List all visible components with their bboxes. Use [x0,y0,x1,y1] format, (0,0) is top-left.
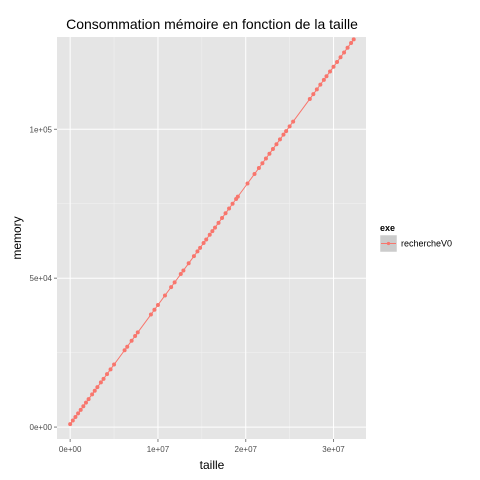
plot-area: 0e+00 1e+07 2e+07 3e+07 0e+00 5e+04 1e+05 [30,37,366,454]
data-point [152,307,157,312]
data-point [207,232,212,237]
data-point [112,362,117,367]
data-point [135,330,140,335]
data-point [191,254,196,259]
data-point [204,237,209,242]
data-point [201,241,206,246]
chart-title: Consommation mémoire en fonction de la t… [66,16,358,32]
data-point [76,411,81,416]
data-point [263,156,268,161]
data-point [81,404,86,409]
data-point [172,280,177,285]
data-point [78,407,83,412]
data-point [198,245,203,250]
data-point [318,82,323,87]
data-point [73,414,78,419]
x-tick-label: 2e+07 [235,445,258,454]
legend-key-point [386,241,391,246]
data-point [311,92,316,97]
y-axis-title: memory [10,216,24,259]
data-point [195,249,200,254]
data-point [252,171,257,176]
data-point [342,50,347,55]
data-point [210,229,215,234]
x-tick-label: 0e+00 [59,445,82,454]
data-point [274,142,279,147]
legend-label-rechercheV0: rechercheV0 [401,239,452,249]
data-point [216,220,221,225]
data-point [186,261,191,266]
data-point [351,37,356,42]
data-point [345,45,350,50]
data-point [98,380,103,385]
y-tick-label: 5e+04 [30,274,53,283]
data-point [230,201,235,206]
legend: exe rechercheV0 [379,223,452,253]
data-point [83,400,88,405]
data-point [291,119,296,124]
data-point [223,211,228,216]
x-tick-label: 1e+07 [147,445,170,454]
data-point [314,87,319,92]
data-point [260,161,265,166]
data-point [281,132,286,137]
data-point [287,124,292,129]
data-point [95,385,100,390]
x-axis-title: taille [200,458,225,472]
data-point [256,166,261,171]
data-point [162,293,167,298]
data-point [108,367,113,372]
data-point [220,216,225,221]
data-point [105,372,110,377]
data-point [331,64,336,69]
data-point [284,129,289,134]
data-point [86,397,91,402]
data-point [148,312,153,317]
data-point [227,206,232,211]
data-point [181,268,186,273]
y-tick-label: 1e+05 [30,125,53,134]
data-point [122,348,127,353]
data-point [129,338,134,343]
data-point [101,376,106,381]
data-point [349,40,354,45]
data-point [68,422,73,427]
data-point [178,272,183,277]
data-point [213,225,218,230]
data-point [70,418,75,423]
legend-title: exe [380,223,395,233]
data-point [235,194,240,199]
data-point [133,333,138,338]
data-point [267,151,272,156]
data-point [324,74,329,79]
data-point [307,96,312,101]
data-point [245,181,250,186]
data-point [335,60,340,65]
data-point [328,69,333,74]
data-point [169,285,174,290]
data-point [92,388,97,393]
data-point [125,344,130,349]
data-point [277,137,282,142]
data-point [155,303,160,307]
data-point [321,77,326,82]
y-tick-label: 0e+00 [30,423,53,432]
data-point [90,392,95,397]
data-point [338,55,343,60]
data-point [270,146,275,151]
x-tick-label: 3e+07 [322,445,345,454]
